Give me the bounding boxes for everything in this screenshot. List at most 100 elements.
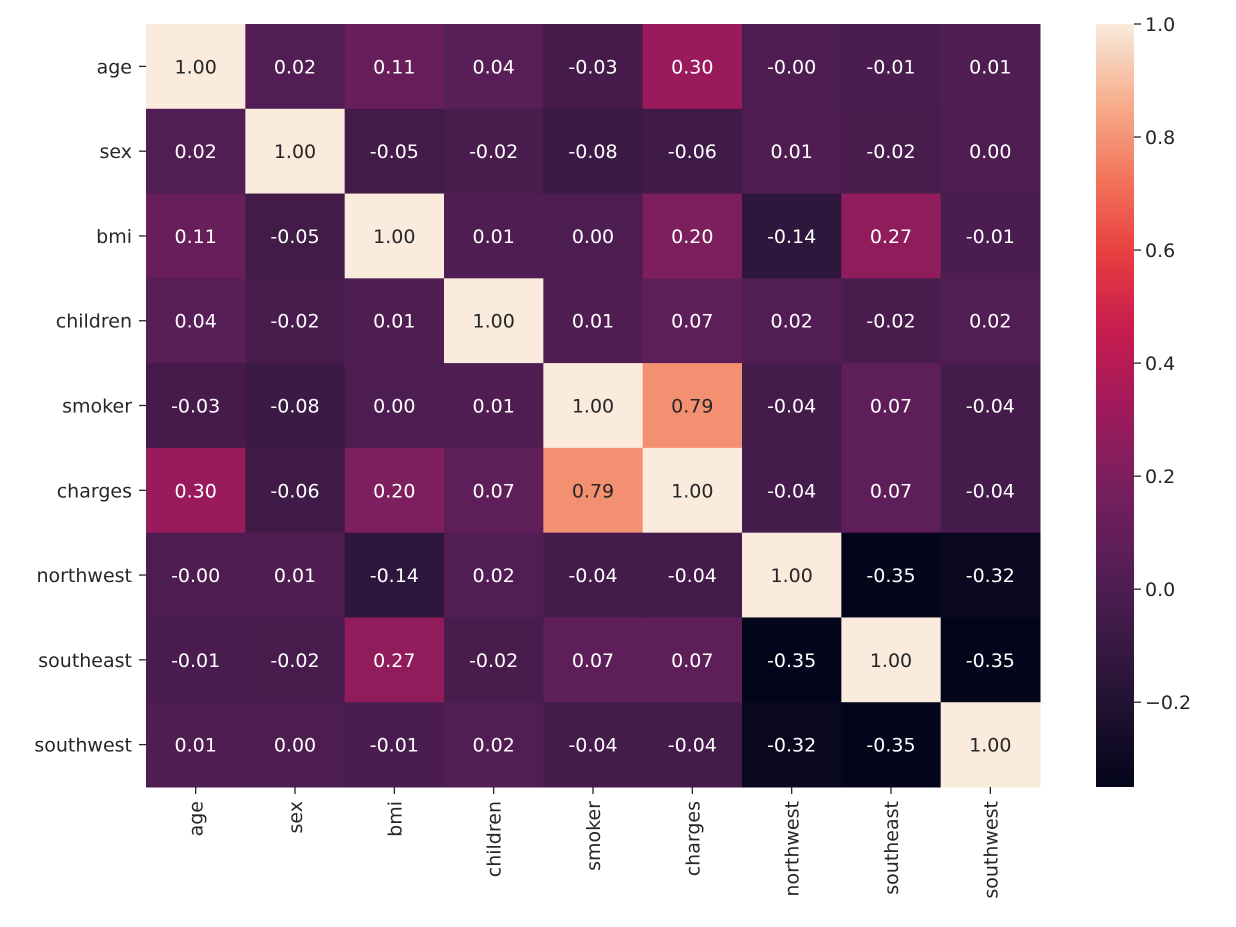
- heatmap-cell: [245, 447, 346, 534]
- cell-value-label: 0.02: [274, 56, 316, 78]
- cell-value-label: -0.02: [270, 650, 319, 672]
- cell-value-label: 0.01: [771, 141, 813, 163]
- heatmap-cell: [344, 24, 445, 110]
- heatmap-cell: [841, 193, 942, 279]
- heatmap-cell: [742, 24, 842, 110]
- cell-value-label: -0.01: [171, 650, 220, 672]
- heatmap-cell: [940, 447, 1041, 534]
- y-tick-label: children: [56, 311, 132, 333]
- cell-value-label: -0.35: [866, 735, 915, 757]
- cell-value-label: 0.02: [473, 565, 515, 587]
- cell-value-label: -0.06: [270, 480, 319, 502]
- cell-value-label: 0.01: [373, 311, 415, 333]
- heatmap-cell: [742, 532, 842, 618]
- cell-value-label: 0.02: [771, 311, 813, 333]
- cell-value-label: -0.04: [966, 396, 1015, 418]
- colorbar-tick-label: 0.4: [1145, 353, 1175, 375]
- heatmap-cell: [146, 108, 246, 195]
- cell-value-label: -0.01: [966, 226, 1015, 248]
- cell-value-label: -0.02: [866, 141, 915, 163]
- heatmap-cell: [146, 532, 246, 618]
- heatmap-cell: [642, 532, 743, 618]
- cell-value-label: -0.04: [568, 735, 617, 757]
- heatmap-cell: [940, 278, 1041, 364]
- heatmap-cell: [642, 108, 743, 195]
- cell-value-label: -0.32: [767, 735, 816, 757]
- heatmap-cell: [841, 363, 942, 449]
- cell-value-label: 0.00: [969, 141, 1011, 163]
- cell-value-label: 0.00: [572, 226, 614, 248]
- heatmap-cell: [344, 193, 445, 279]
- colorbar-tick-label: 0.2: [1145, 466, 1175, 488]
- x-axis: age sex bmi children smoker charges northwest s…: [186, 787, 1002, 899]
- cell-value-label: 0.11: [373, 56, 415, 78]
- heatmap-cell: [245, 193, 346, 279]
- heatmap-cell: [543, 702, 644, 788]
- y-tick-label: southeast: [38, 650, 132, 672]
- heatmap-cell: [642, 447, 743, 534]
- cell-value-label: 1.00: [572, 396, 614, 418]
- cell-value-label: 0.01: [473, 396, 515, 418]
- cell-value-label: -0.01: [370, 735, 419, 757]
- cell-value-label: -0.02: [469, 650, 518, 672]
- heatmap-cell: [642, 24, 743, 110]
- cell-value-label: -0.35: [767, 650, 816, 672]
- heatmap-cell: [444, 363, 544, 449]
- cell-value-label: -0.08: [270, 396, 319, 418]
- heatmap-cell: [245, 363, 346, 449]
- heatmap-cell: [444, 532, 544, 618]
- heatmap-cell: [543, 532, 644, 618]
- colorbar: −0.2 0.0 0.2 0.4 0.6 0.8 1.0: [1096, 14, 1191, 787]
- heatmap-cell: [841, 278, 942, 364]
- y-tick-label: age: [97, 56, 132, 78]
- cell-value-label: -0.00: [171, 565, 220, 587]
- cell-value-label: 1.00: [473, 311, 515, 333]
- cell-value-label: 1.00: [969, 735, 1011, 757]
- cell-value-label: 0.01: [175, 735, 217, 757]
- cell-value-label: 0.00: [274, 735, 316, 757]
- heatmap-cell: [543, 278, 644, 364]
- cell-value-label: -0.05: [270, 226, 319, 248]
- heatmap-cell: [245, 24, 346, 110]
- y-tick-label: smoker: [62, 396, 132, 418]
- heatmap-cell: [245, 532, 346, 618]
- heatmap-cell: [444, 193, 544, 279]
- cell-value-label: 0.11: [175, 226, 217, 248]
- cell-value-label: 0.79: [572, 480, 614, 502]
- cell-value-label: -0.04: [668, 735, 717, 757]
- heatmap-cell: [742, 363, 842, 449]
- cell-value-label: 1.00: [870, 650, 912, 672]
- cell-value-label: 0.01: [473, 226, 515, 248]
- heatmap-cell: [444, 278, 544, 364]
- cell-value-label: -0.35: [866, 565, 915, 587]
- cell-value-label: -0.03: [568, 56, 617, 78]
- heatmap-cell: [742, 702, 842, 788]
- heatmap-cell: [344, 108, 445, 195]
- y-tick-label: northwest: [36, 565, 132, 587]
- y-tick-label: sex: [100, 141, 133, 163]
- cell-value-label: 0.20: [373, 480, 415, 502]
- y-tick-label: bmi: [96, 226, 132, 248]
- cell-value-label: 0.27: [870, 226, 912, 248]
- cell-value-label: 0.07: [572, 650, 614, 672]
- colorbar-tick-label: 1.0: [1145, 14, 1175, 36]
- heatmap-cell: [841, 447, 942, 534]
- cell-value-label: 0.04: [473, 56, 515, 78]
- cell-value-label: 1.00: [771, 565, 813, 587]
- cell-value-label: -0.35: [966, 650, 1015, 672]
- heatmap-cell: [940, 24, 1041, 110]
- heatmap-cell: [642, 617, 743, 703]
- cell-value-label: 0.07: [671, 650, 713, 672]
- heatmap-cell: [344, 363, 445, 449]
- cell-value-label: -0.04: [568, 565, 617, 587]
- heatmap-cell: [245, 108, 346, 195]
- heatmap-cell: [344, 617, 445, 703]
- cell-value-label: -0.32: [966, 565, 1015, 587]
- heatmap-cell: [940, 617, 1041, 703]
- cell-value-label: -0.08: [568, 141, 617, 163]
- heatmap-cell: [742, 108, 842, 195]
- cell-value-label: -0.00: [767, 56, 816, 78]
- heatmap-cell: [146, 363, 246, 449]
- cell-value-label: 0.07: [870, 480, 912, 502]
- cell-value-label: -0.06: [668, 141, 717, 163]
